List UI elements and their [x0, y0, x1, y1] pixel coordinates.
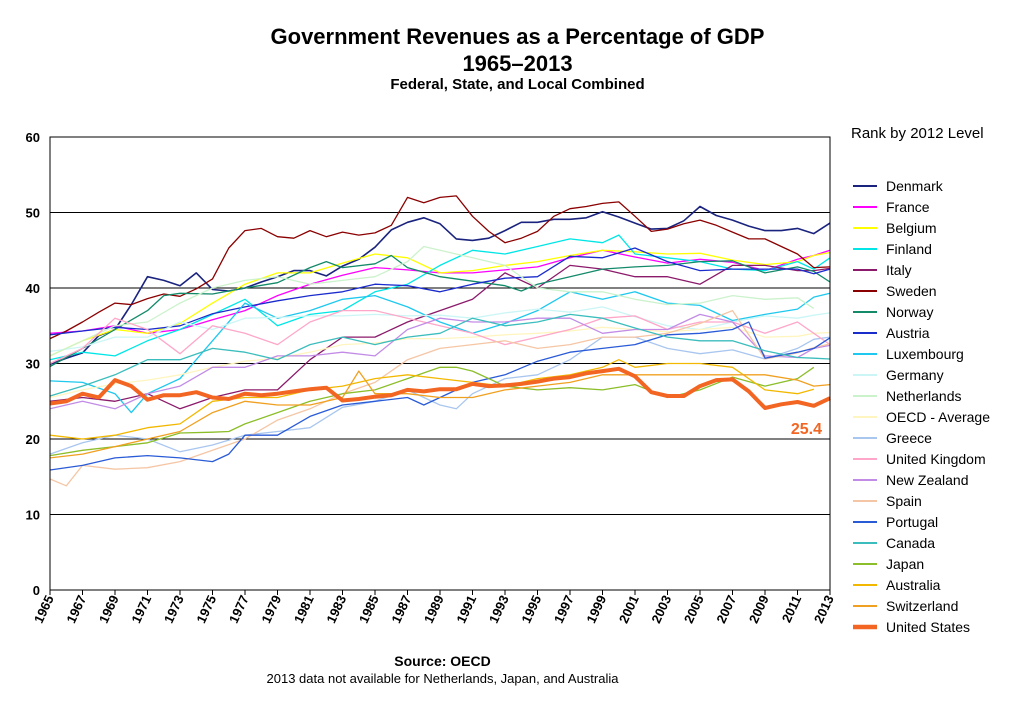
series-line-greece	[49, 336, 831, 455]
x-tick-label: 2003	[648, 593, 674, 626]
legend-label-oecd-average: OECD - Average	[886, 409, 990, 425]
x-tick-label: 1975	[193, 593, 219, 626]
series-line-new-zealand	[49, 313, 831, 410]
x-tick-label: 2001	[616, 593, 642, 626]
series-line-netherlands	[49, 245, 815, 357]
source-label: Source: OECD	[394, 653, 491, 669]
y-tick-label: 50	[26, 206, 40, 221]
series-line-japan	[49, 366, 815, 457]
x-tick-label: 1967	[63, 593, 89, 626]
legend-label-united-kingdom: United Kingdom	[886, 451, 986, 467]
x-tick-label: 1969	[96, 593, 122, 626]
series-line-switzerland	[49, 370, 831, 459]
series-line-spain	[49, 309, 831, 487]
x-tick-label: 1987	[388, 593, 414, 626]
legend-label-france: France	[886, 199, 930, 215]
x-tick-label: 1995	[518, 593, 544, 626]
series-line-italy	[49, 264, 831, 410]
x-tick-label: 2009	[746, 593, 772, 626]
series-line-belgium	[49, 249, 831, 357]
series-line-denmark	[49, 205, 831, 366]
series-line-canada	[49, 313, 831, 397]
y-tick-label: 40	[26, 281, 40, 296]
x-tick-label: 1977	[226, 593, 252, 626]
footnote: 2013 data not available for Netherlands,…	[266, 671, 619, 686]
y-tick-label: 0	[33, 583, 40, 598]
legend-label-denmark: Denmark	[886, 178, 944, 194]
chart-subtitle: 1965–2013	[462, 51, 573, 76]
legend-label-portugal: Portugal	[886, 514, 938, 530]
x-tick-label: 1989	[421, 593, 447, 626]
chart-subtitle-2: Federal, State, and Local Combined	[390, 76, 645, 93]
x-tick-label: 1979	[258, 593, 284, 626]
y-axis: 0 10 20 30 40 50 60	[26, 130, 40, 598]
legend-label-japan: Japan	[886, 556, 924, 572]
x-tick-label: 2013	[811, 593, 837, 626]
legend-label-finland: Finland	[886, 241, 932, 257]
x-tick-label: 1997	[551, 593, 577, 626]
legend-label-greece: Greece	[886, 430, 932, 446]
y-tick-label: 10	[26, 508, 40, 523]
x-tick-label: 2005	[681, 593, 707, 626]
legend: Denmark France Belgium Finland Italy Sweden No…	[853, 178, 990, 635]
legend-label-austria: Austria	[886, 325, 930, 341]
x-tick-label: 1999	[583, 593, 609, 626]
series-line-france	[49, 249, 831, 334]
legend-label-spain: Spain	[886, 493, 922, 509]
y-tick-label: 30	[26, 357, 40, 372]
series-line-germany	[49, 306, 831, 353]
legend-label-united-states: United States	[886, 619, 970, 635]
x-tick-label: 2011	[779, 593, 805, 625]
x-tick-label: 1983	[323, 593, 349, 626]
gridlines	[50, 136, 830, 591]
x-axis: 1965 1967 1969 1971 1973 1975 1977 1979 1981 1983…	[31, 590, 837, 625]
x-tick-label: 1985	[356, 593, 382, 626]
legend-label-netherlands: Netherlands	[886, 388, 962, 404]
y-tick-label: 60	[26, 130, 40, 145]
plot-frame	[49, 136, 831, 591]
series-line-united-states	[49, 366, 831, 410]
x-tick-label: 2007	[713, 593, 739, 626]
legend-label-switzerland: Switzerland	[886, 598, 958, 614]
legend-label-belgium: Belgium	[886, 220, 937, 236]
series-lines	[49, 195, 831, 487]
legend-label-sweden: Sweden	[886, 283, 937, 299]
legend-label-new-zealand: New Zealand	[886, 472, 969, 488]
legend-heading: Rank by 2012 Level	[851, 125, 984, 142]
series-line-australia	[49, 359, 814, 440]
legend-label-italy: Italy	[886, 262, 912, 278]
us-end-label: 25.4	[791, 421, 822, 438]
x-tick-label: 1971	[128, 593, 154, 626]
legend-label-luxembourg: Luxembourg	[886, 346, 964, 362]
y-tick-label: 20	[26, 432, 40, 447]
series-line-united-kingdom	[49, 309, 831, 365]
legend-label-germany: Germany	[886, 367, 944, 383]
x-tick-label: 1973	[161, 593, 187, 626]
legend-label-australia: Australia	[886, 577, 941, 593]
legend-label-canada: Canada	[886, 535, 935, 551]
x-tick-label: 1993	[486, 593, 512, 626]
series-line-norway	[49, 254, 831, 368]
chart-title: Government Revenues as a Percentage of G…	[270, 24, 765, 49]
legend-label-norway: Norway	[886, 304, 933, 320]
x-tick-label: 1991	[453, 593, 479, 626]
series-line-oecd-average	[49, 326, 831, 399]
x-tick-label: 1981	[291, 593, 317, 626]
series-line-sweden	[49, 195, 831, 340]
